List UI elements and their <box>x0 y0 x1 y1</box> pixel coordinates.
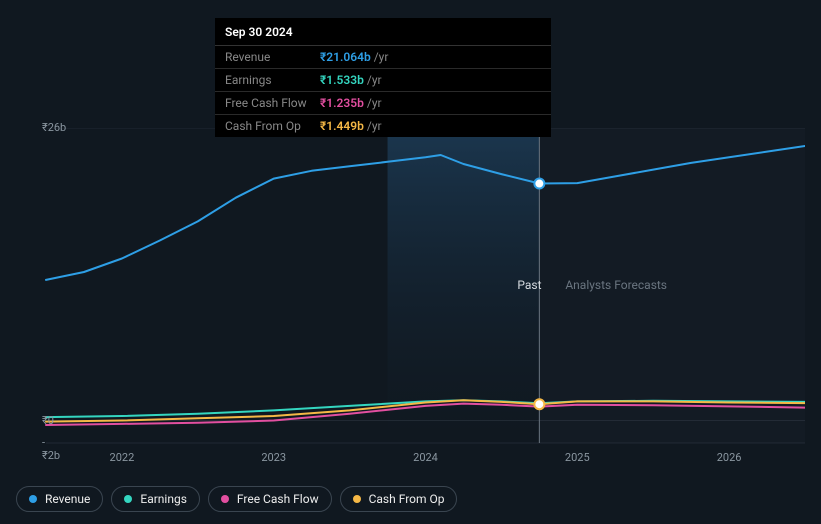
x-tick-label: 2023 <box>261 451 286 464</box>
tooltip-row-unit: /yr <box>367 119 382 133</box>
tooltip-row-label: Free Cash Flow <box>225 96 320 110</box>
legend-label: Free Cash Flow <box>237 492 319 506</box>
tooltip-row: Free Cash Flow₹1.235b/yr <box>215 92 551 115</box>
legend-item-earnings[interactable]: Earnings <box>111 486 200 512</box>
tooltip-row-unit: /yr <box>367 73 382 87</box>
forecast-label: Analysts Forecasts <box>565 278 667 292</box>
legend-item-free-cash-flow[interactable]: Free Cash Flow <box>208 486 332 512</box>
legend-dot <box>221 495 229 503</box>
legend-item-revenue[interactable]: Revenue <box>16 486 103 512</box>
legend-label: Revenue <box>45 492 90 506</box>
tooltip-row-label: Revenue <box>225 50 320 64</box>
tooltip-date: Sep 30 2024 <box>215 18 551 46</box>
tooltip-row-value: ₹1.235b <box>320 96 364 110</box>
x-tick-label: 2026 <box>717 451 742 464</box>
x-tick-label: 2024 <box>413 451 438 464</box>
legend-dot <box>124 495 132 503</box>
legend-dot <box>29 495 37 503</box>
tooltip-row-value: ₹1.533b <box>320 73 364 87</box>
tooltip-row-label: Cash From Op <box>225 119 320 133</box>
past-label: Past <box>517 278 541 292</box>
tooltip-row: Cash From Op₹1.449b/yr <box>215 115 551 137</box>
legend-label: Cash From Op <box>369 492 445 506</box>
tooltip-row: Revenue₹21.064b/yr <box>215 46 551 69</box>
chart-area[interactable]: Past Analysts Forecasts <box>16 128 805 458</box>
x-tick-label: 2022 <box>110 451 135 464</box>
tooltip-row-unit: /yr <box>374 50 389 64</box>
tooltip-row: Earnings₹1.533b/yr <box>215 69 551 92</box>
legend-item-cash-from-op[interactable]: Cash From Op <box>340 486 458 512</box>
legend-label: Earnings <box>140 492 187 506</box>
chart-legend: Revenue Earnings Free Cash Flow Cash From O… <box>16 486 457 512</box>
tooltip-row-unit: /yr <box>367 96 382 110</box>
tooltip-row-label: Earnings <box>225 73 320 87</box>
tooltip-row-value: ₹21.064b <box>320 50 371 64</box>
tooltip-row-value: ₹1.449b <box>320 119 364 133</box>
x-tick-label: 2025 <box>565 451 590 464</box>
chart-tooltip: Sep 30 2024 Revenue₹21.064b/yrEarnings₹1… <box>215 18 551 137</box>
legend-dot <box>353 495 361 503</box>
